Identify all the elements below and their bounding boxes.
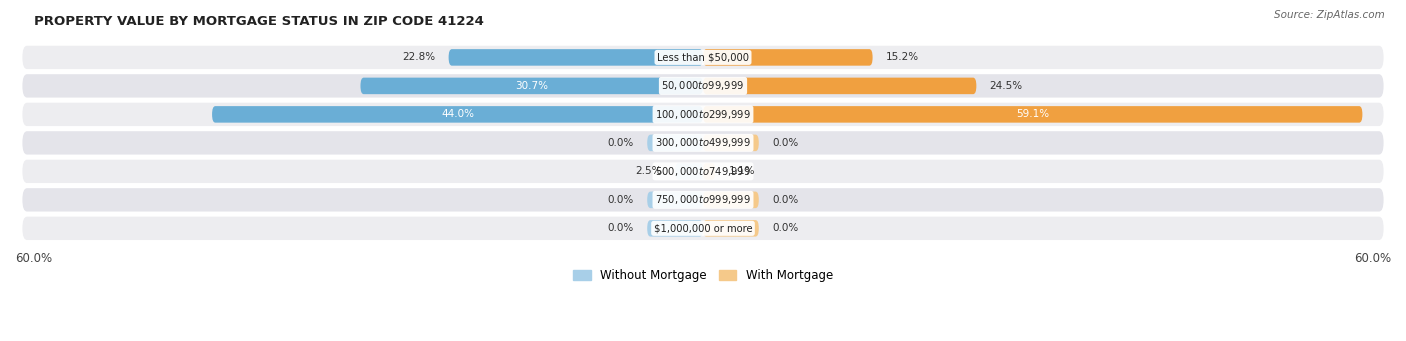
FancyBboxPatch shape bbox=[703, 78, 976, 94]
Text: Source: ZipAtlas.com: Source: ZipAtlas.com bbox=[1274, 10, 1385, 20]
Text: PROPERTY VALUE BY MORTGAGE STATUS IN ZIP CODE 41224: PROPERTY VALUE BY MORTGAGE STATUS IN ZIP… bbox=[34, 15, 484, 28]
FancyBboxPatch shape bbox=[22, 188, 1384, 211]
FancyBboxPatch shape bbox=[360, 78, 703, 94]
Text: 0.0%: 0.0% bbox=[607, 138, 634, 148]
Text: 0.0%: 0.0% bbox=[607, 223, 634, 233]
FancyBboxPatch shape bbox=[22, 46, 1384, 69]
FancyBboxPatch shape bbox=[703, 49, 873, 66]
FancyBboxPatch shape bbox=[22, 74, 1384, 98]
Text: $1,000,000 or more: $1,000,000 or more bbox=[654, 223, 752, 233]
FancyBboxPatch shape bbox=[449, 49, 703, 66]
Text: 59.1%: 59.1% bbox=[1017, 109, 1049, 119]
FancyBboxPatch shape bbox=[22, 160, 1384, 183]
FancyBboxPatch shape bbox=[703, 135, 759, 151]
FancyBboxPatch shape bbox=[212, 106, 703, 123]
FancyBboxPatch shape bbox=[647, 220, 703, 237]
FancyBboxPatch shape bbox=[703, 106, 1362, 123]
Text: 0.0%: 0.0% bbox=[607, 195, 634, 205]
Text: 15.2%: 15.2% bbox=[886, 53, 920, 62]
Text: $500,000 to $749,999: $500,000 to $749,999 bbox=[655, 165, 751, 178]
FancyBboxPatch shape bbox=[647, 135, 703, 151]
Text: 24.5%: 24.5% bbox=[990, 81, 1024, 91]
FancyBboxPatch shape bbox=[703, 220, 759, 237]
FancyBboxPatch shape bbox=[703, 163, 716, 180]
FancyBboxPatch shape bbox=[22, 131, 1384, 154]
FancyBboxPatch shape bbox=[647, 192, 703, 208]
Text: 30.7%: 30.7% bbox=[515, 81, 548, 91]
Text: $100,000 to $299,999: $100,000 to $299,999 bbox=[655, 108, 751, 121]
Text: 0.0%: 0.0% bbox=[772, 223, 799, 233]
Legend: Without Mortgage, With Mortgage: Without Mortgage, With Mortgage bbox=[568, 264, 838, 287]
FancyBboxPatch shape bbox=[22, 217, 1384, 240]
Text: Less than $50,000: Less than $50,000 bbox=[657, 53, 749, 62]
Text: $300,000 to $499,999: $300,000 to $499,999 bbox=[655, 136, 751, 149]
Text: 0.0%: 0.0% bbox=[772, 138, 799, 148]
Text: $750,000 to $999,999: $750,000 to $999,999 bbox=[655, 193, 751, 206]
Text: $50,000 to $99,999: $50,000 to $99,999 bbox=[661, 79, 745, 92]
Text: 1.1%: 1.1% bbox=[728, 166, 755, 176]
Text: 0.0%: 0.0% bbox=[772, 195, 799, 205]
FancyBboxPatch shape bbox=[703, 192, 759, 208]
Text: 22.8%: 22.8% bbox=[402, 53, 436, 62]
Text: 2.5%: 2.5% bbox=[636, 166, 662, 176]
FancyBboxPatch shape bbox=[22, 103, 1384, 126]
FancyBboxPatch shape bbox=[675, 163, 703, 180]
Text: 44.0%: 44.0% bbox=[441, 109, 474, 119]
